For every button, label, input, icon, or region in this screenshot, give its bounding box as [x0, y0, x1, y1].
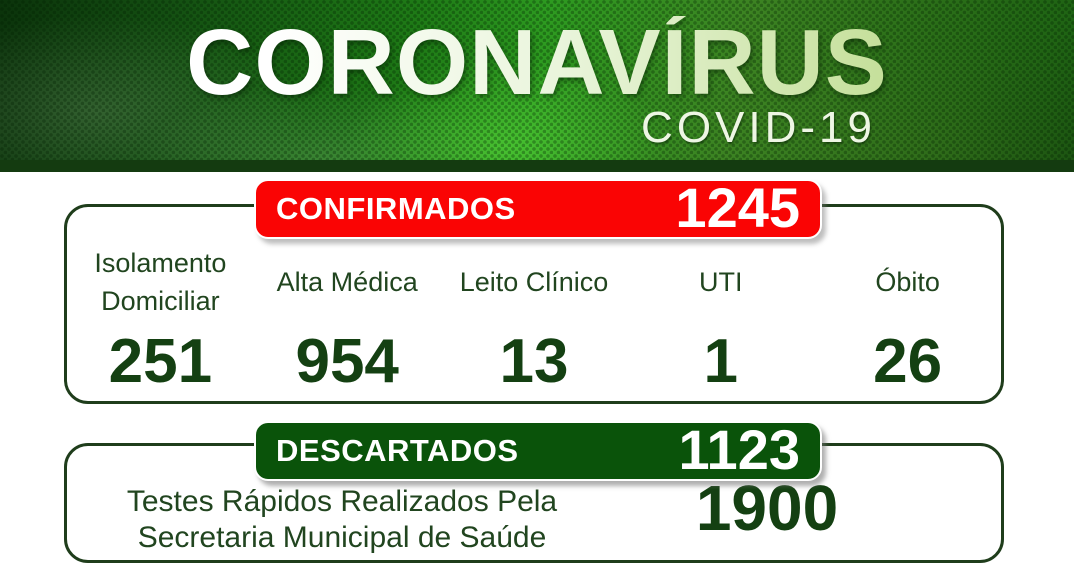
tests-label-line2: Secretaria Municipal de Saúde	[137, 521, 547, 554]
banner-strip	[0, 160, 1074, 172]
stat-value: 954	[295, 327, 399, 396]
stat-column-leito-clinico: Leito Clínico 13	[441, 241, 628, 401]
stat-value: 1	[703, 327, 739, 396]
confirmed-badge: CONFIRMADOS 1245	[254, 179, 822, 239]
banner-subtitle: COVID-19	[641, 103, 876, 152]
stat-label: Óbito	[875, 267, 940, 298]
tests-label: Testes Rápidos Realizados Pela Secretari…	[92, 484, 592, 556]
stat-column-uti: UTI 1	[627, 241, 814, 401]
tests-label-line1: Testes Rápidos Realizados Pela	[126, 485, 558, 518]
stat-value: 251	[108, 327, 213, 396]
stat-column-isolamento: Isolamento Domiciliar 251	[67, 241, 254, 401]
confirmed-badge-label: CONFIRMADOS	[276, 191, 516, 226]
stat-value: 26	[873, 327, 943, 396]
confirmed-badge-value: 1245	[675, 176, 800, 239]
discarded-badge: DESCARTADOS 1123	[254, 421, 822, 481]
stat-label: UTI	[699, 267, 743, 298]
tests-value: 1900	[695, 472, 839, 544]
banner: CORONAVÍRUS COVID-19	[0, 0, 1074, 160]
stat-column-alta-medica: Alta Médica 954	[254, 241, 441, 401]
stat-label: Alta Médica	[276, 267, 418, 298]
stat-column-obito: Óbito 26	[814, 241, 1001, 401]
stat-value: 13	[499, 327, 569, 396]
stat-label: Isolamento Domiciliar	[94, 248, 227, 316]
discarded-badge-label: DESCARTADOS	[276, 433, 519, 468]
confirmed-columns: Isolamento Domiciliar 251 Alta Médica 95…	[67, 207, 1001, 401]
stat-label: Leito Clínico	[459, 267, 609, 298]
discarded-panel: Testes Rápidos Realizados Pela Secretari…	[64, 443, 1004, 563]
banner-title: CORONAVÍRUS	[0, 16, 1074, 109]
discarded-badge-value: 1123	[678, 418, 801, 481]
